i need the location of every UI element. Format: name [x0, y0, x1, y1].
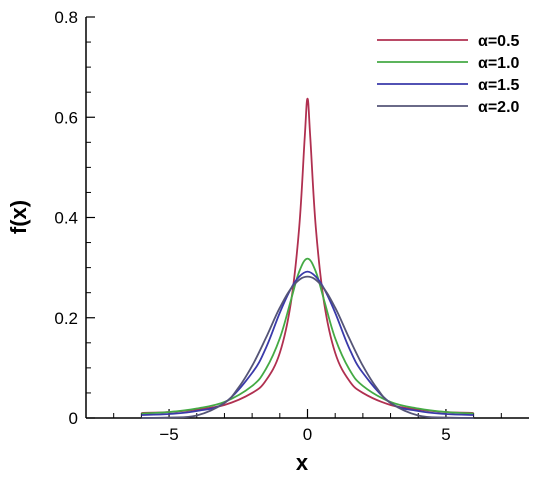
x-axis-title: x	[296, 450, 309, 475]
series-layer	[141, 97, 474, 419]
legend: α=0.5 α=1.0 α=1.5 α=2.0	[377, 33, 520, 116]
legend-item: α=1.0	[377, 55, 520, 72]
legend-label: α=0.5	[478, 33, 520, 50]
x-tick-label: 0	[303, 425, 312, 444]
axes	[85, 16, 529, 419]
legend-label: α=2.0	[478, 99, 520, 116]
x-tick-label: 5	[441, 425, 450, 444]
tick-labels: 0 0.2 0.4 0.6 0.8 −5 0 5	[54, 8, 450, 444]
series-line-2	[141, 257, 474, 415]
y-tick-label: 0.2	[54, 309, 78, 328]
y-tick-label: 0.6	[54, 108, 78, 127]
series-line-3	[141, 270, 474, 416]
series-line-4	[141, 275, 474, 419]
legend-item: α=1.5	[377, 77, 520, 94]
legend-label: α=1.5	[478, 77, 520, 94]
legend-item: α=2.0	[377, 99, 520, 116]
legend-item: α=0.5	[377, 33, 520, 50]
y-tick-label: 0	[69, 409, 78, 428]
series-line-1	[141, 97, 474, 414]
y-tick-label: 0.4	[54, 209, 78, 228]
y-tick-label: 0.8	[54, 8, 78, 27]
y-axis-title: f(x)	[6, 200, 31, 234]
legend-label: α=1.0	[478, 55, 520, 72]
x-tick-label: −5	[159, 425, 178, 444]
